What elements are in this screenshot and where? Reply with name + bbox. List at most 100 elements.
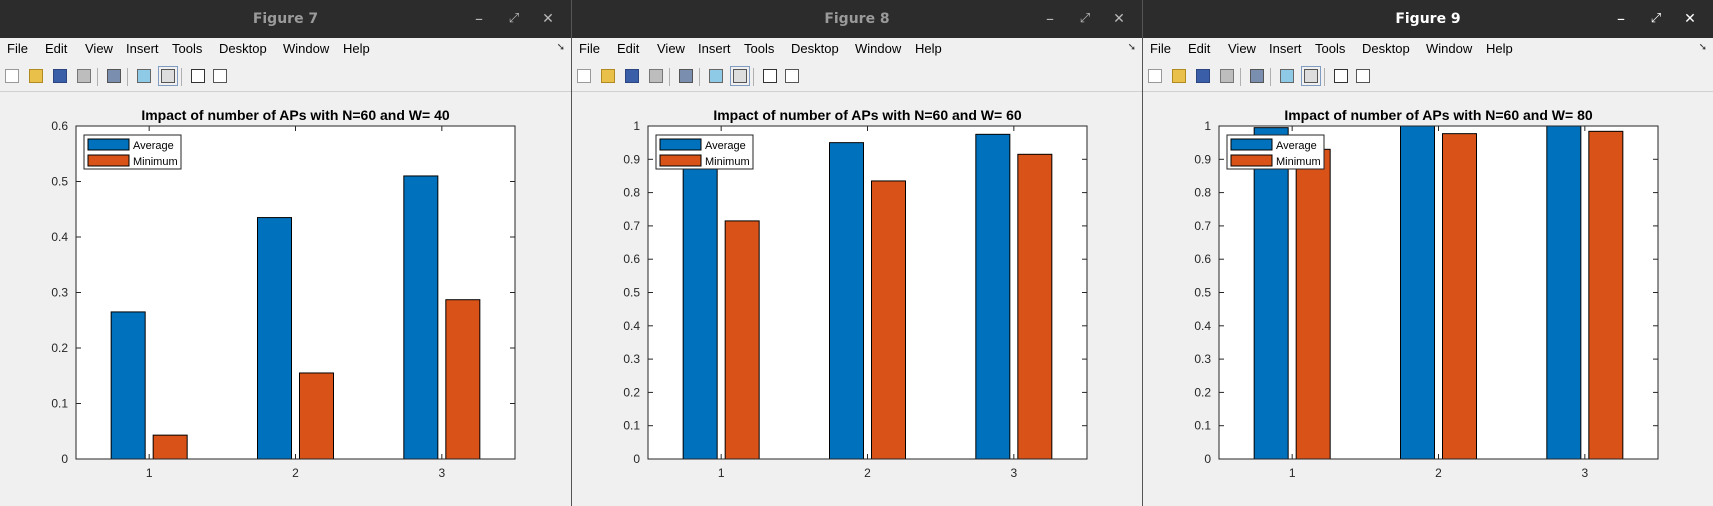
window-titlebar[interactable]: Figure 8 – ⤢ ✕ (572, 0, 1142, 38)
menu-insert[interactable]: Insert (698, 41, 731, 56)
maximize-button[interactable]: ⤢ (508, 11, 520, 26)
save-icon[interactable] (625, 69, 639, 83)
pointer-icon[interactable] (1334, 69, 1348, 83)
bar-minimum-2 (1442, 133, 1477, 460)
open-file-icon[interactable] (601, 69, 615, 83)
menu-window[interactable]: Window (1426, 41, 1473, 56)
link-plot-icon[interactable] (107, 69, 121, 83)
close-button[interactable]: ✕ (1684, 11, 1696, 27)
bar-minimum-1 (724, 220, 760, 460)
legend-label-minimum: Minimum (133, 156, 178, 168)
y-tick-label: 0.4 (1194, 319, 1211, 333)
maximize-button[interactable]: ⤢ (1650, 11, 1662, 26)
dock-arrow-icon[interactable]: ➘ (556, 42, 565, 53)
open-file-icon[interactable] (29, 69, 43, 83)
window-titlebar[interactable]: Figure 9 – ⤢ ✕ (1143, 0, 1713, 38)
pointer-icon[interactable] (191, 69, 205, 83)
menu-edit[interactable]: Edit (1188, 41, 1211, 56)
y-tick-label: 1 (1204, 119, 1211, 133)
new-figure-icon[interactable] (577, 69, 591, 83)
figure-canvas: Impact of number of APs with N=60 and W=… (1143, 92, 1713, 506)
maximize-button[interactable]: ⤢ (1079, 11, 1091, 26)
legend-label-minimum: Minimum (1276, 156, 1321, 168)
x-tick-label: 3 (438, 466, 445, 480)
menu-tools[interactable]: Tools (744, 41, 775, 56)
minimize-button[interactable]: – (1617, 9, 1625, 28)
plot-area (648, 126, 1087, 459)
menu-file[interactable]: File (579, 41, 600, 56)
menu-view[interactable]: View (85, 41, 113, 56)
figure-canvas: Impact of number of APs with N=60 and W=… (572, 92, 1142, 506)
x-tick-label: 2 (292, 466, 299, 480)
minimize-button[interactable]: – (475, 9, 483, 28)
legend-swatch-average (1230, 138, 1273, 151)
property-inspector-icon[interactable] (213, 69, 227, 83)
menu-help[interactable]: Help (343, 41, 370, 56)
menu-bar: File Edit View Insert Tools Desktop Window Help… (0, 38, 571, 64)
dock-arrow-icon[interactable]: ➘ (1127, 42, 1136, 53)
link-plot-icon[interactable] (1250, 69, 1264, 83)
y-tick-label: 0 (61, 452, 68, 466)
print-icon[interactable] (1220, 69, 1234, 83)
legend[interactable]: Average Minimum (655, 134, 754, 170)
legend-label-average: Average (133, 140, 174, 152)
new-figure-icon[interactable] (5, 69, 19, 83)
menu-edit[interactable]: Edit (617, 41, 640, 56)
window-titlebar[interactable]: Figure 7 – ⤢ ✕ (0, 0, 571, 38)
dock-arrow-icon[interactable]: ➘ (1698, 42, 1707, 53)
y-tick-label: 1 (633, 119, 640, 133)
menu-edit[interactable]: Edit (45, 41, 68, 56)
legend-icon[interactable] (158, 66, 178, 86)
open-file-icon[interactable] (1172, 69, 1186, 83)
colorbar-icon[interactable] (709, 69, 723, 83)
new-figure-icon[interactable] (1148, 69, 1162, 83)
menu-tools[interactable]: Tools (1315, 41, 1346, 56)
menu-tools[interactable]: Tools (172, 41, 203, 56)
axes-box (647, 125, 1088, 460)
y-tick-label: 0.5 (623, 286, 640, 300)
menu-window[interactable]: Window (283, 41, 330, 56)
y-tick-label: 0.4 (623, 319, 640, 333)
menu-desktop[interactable]: Desktop (1362, 41, 1410, 56)
menu-help[interactable]: Help (915, 41, 942, 56)
legend-icon[interactable] (730, 66, 750, 86)
menu-desktop[interactable]: Desktop (791, 41, 839, 56)
print-icon[interactable] (77, 69, 91, 83)
link-plot-icon[interactable] (679, 69, 693, 83)
x-tick-label: 1 (1289, 466, 1296, 480)
minimize-button[interactable]: – (1046, 9, 1054, 28)
legend[interactable]: Average Minimum (83, 134, 182, 170)
print-icon[interactable] (649, 69, 663, 83)
save-icon[interactable] (53, 69, 67, 83)
menu-file[interactable]: File (7, 41, 28, 56)
chart-title: Impact of number of APs with N=60 and W=… (141, 107, 450, 123)
menu-view[interactable]: View (1228, 41, 1256, 56)
menu-bar: File Edit View Insert Tools Desktop Window Help… (572, 38, 1142, 64)
y-tick-label: 0.3 (623, 352, 640, 366)
save-icon[interactable] (1196, 69, 1210, 83)
figure-window: Figure 9 – ⤢ ✕ File Edit View Insert Tools Deskto… (1142, 0, 1713, 506)
legend[interactable]: Average Minimum (1226, 134, 1325, 170)
menu-help[interactable]: Help (1486, 41, 1513, 56)
legend-swatch-minimum (659, 154, 702, 167)
close-button[interactable]: ✕ (1113, 11, 1125, 27)
legend-icon[interactable] (1301, 66, 1321, 86)
menu-insert[interactable]: Insert (1269, 41, 1302, 56)
colorbar-icon[interactable] (1280, 69, 1294, 83)
x-tick-label: 1 (718, 466, 725, 480)
y-tick-label: 0.7 (1194, 219, 1211, 233)
x-tick-label: 2 (864, 466, 871, 480)
pointer-icon[interactable] (763, 69, 777, 83)
property-inspector-icon[interactable] (1356, 69, 1370, 83)
y-tick-label: 0.2 (51, 341, 68, 355)
menu-insert[interactable]: Insert (126, 41, 159, 56)
property-inspector-icon[interactable] (785, 69, 799, 83)
legend-swatch-minimum (1230, 154, 1273, 167)
menu-file[interactable]: File (1150, 41, 1171, 56)
colorbar-icon[interactable] (137, 69, 151, 83)
menu-desktop[interactable]: Desktop (219, 41, 267, 56)
close-button[interactable]: ✕ (542, 11, 554, 27)
bar-average-1 (110, 311, 146, 460)
menu-view[interactable]: View (657, 41, 685, 56)
menu-window[interactable]: Window (855, 41, 902, 56)
